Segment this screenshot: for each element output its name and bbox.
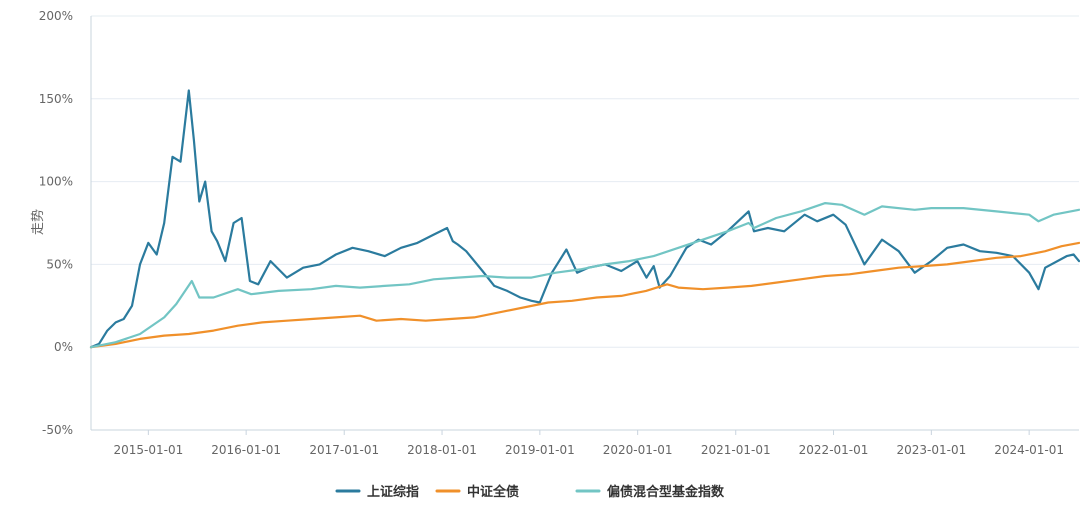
y-tick-label: 100% bbox=[39, 175, 73, 189]
legend-item-2[interactable]: 偏债混合型基金指数 bbox=[575, 484, 725, 500]
series-line-0 bbox=[89, 89, 1080, 349]
x-tick-label: 2024-01-01 bbox=[994, 443, 1064, 457]
axes: 200% 150% 100% 50% 0% -50% 2015-01-01 2016-01-0… bbox=[39, 9, 1079, 457]
x-tick-label: 2017-01-01 bbox=[309, 443, 379, 457]
legend-label: 中证全债 bbox=[467, 484, 519, 500]
series-line-1 bbox=[89, 241, 1080, 349]
legend-item-0[interactable]: 上证综指 bbox=[335, 484, 419, 500]
x-tick-label: 2022-01-01 bbox=[799, 443, 869, 457]
y-tick-label: 150% bbox=[39, 92, 73, 106]
y-tick-label: -50% bbox=[42, 423, 73, 437]
legend[interactable]: 上证综指 中证全债 偏债混合型基金指数 bbox=[335, 484, 725, 500]
series-line-2 bbox=[89, 202, 1080, 349]
grid bbox=[91, 15, 1079, 348]
x-tick-label: 2016-01-01 bbox=[211, 443, 281, 457]
legend-label: 上证综指 bbox=[367, 484, 419, 500]
legend-item-1[interactable]: 中证全债 bbox=[435, 484, 519, 500]
y-tick-label: 200% bbox=[39, 9, 73, 23]
x-tick-label: 2015-01-01 bbox=[113, 443, 183, 457]
y-tick-label: 50% bbox=[46, 257, 73, 271]
series-lines bbox=[89, 89, 1080, 349]
x-tick-label: 2020-01-01 bbox=[603, 443, 673, 457]
y-axis-label: 走势 bbox=[30, 209, 46, 235]
legend-label: 偏债混合型基金指数 bbox=[607, 484, 725, 500]
x-tick-label: 2018-01-01 bbox=[407, 443, 477, 457]
y-tick-label: 0% bbox=[54, 340, 73, 354]
x-tick-label: 2019-01-01 bbox=[505, 443, 575, 457]
x-tick-label: 2023-01-01 bbox=[896, 443, 966, 457]
x-tick-label: 2021-01-01 bbox=[701, 443, 771, 457]
